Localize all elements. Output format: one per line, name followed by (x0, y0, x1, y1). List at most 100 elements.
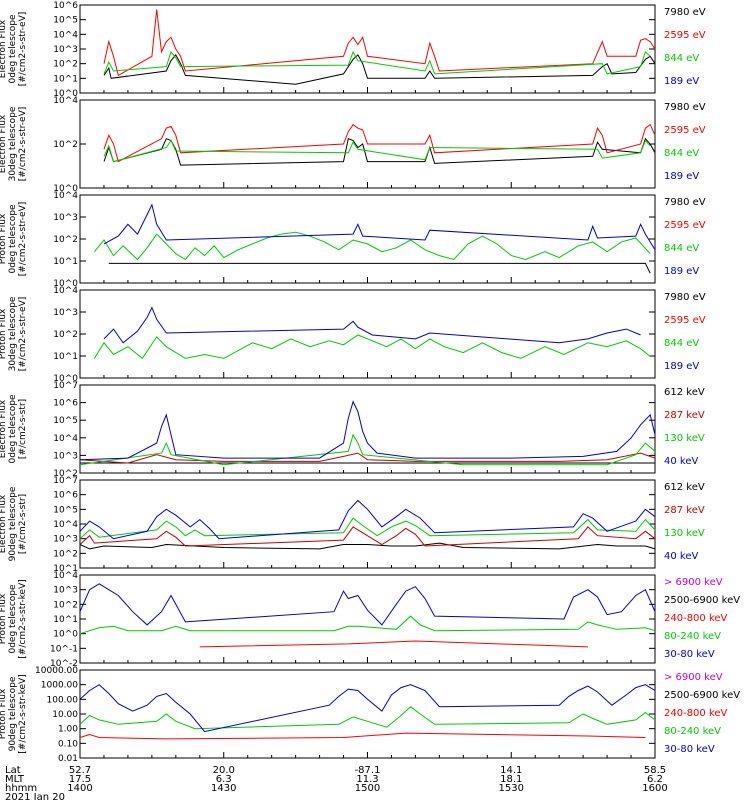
y-tick-label: 10^0 (53, 630, 78, 640)
y-tick-label: 10^-1 (50, 644, 78, 654)
y-axis-label-line: 0deg telescope (8, 394, 18, 464)
legend-entry: 2595 eV (664, 315, 706, 326)
footer-value: 1430 (211, 783, 236, 794)
legend-entry: 287 keV (664, 505, 705, 516)
series-line-40-kev (79, 499, 656, 540)
y-tick-label: 10^2 (53, 140, 78, 150)
y-axis-label-line: Electron Flux (0, 494, 8, 553)
series-line-844-ev (93, 334, 651, 360)
y-tick-label: 10^0 (53, 279, 78, 289)
footer-value: 58.5 (644, 765, 666, 776)
y-tick-label: 0.10 (58, 739, 78, 749)
y-axis-label: TEDProton Flux0deg telescope[#/cm2-s-str… (0, 202, 28, 277)
y-axis-label-line: Electron Flux (0, 114, 8, 173)
panel-5: 10^2 10^3 10^4 10^5 10^6 10^7 MEPEDElectron Fl… (0, 381, 705, 479)
y-axis-label-line: 30deg telescope (8, 106, 18, 181)
legend-entry: 844 eV (664, 243, 699, 254)
y-tick-label: 10^4 (53, 434, 78, 444)
footer-value: 6.2 (647, 774, 663, 785)
series-line-30-80-kev (79, 583, 656, 626)
series-line-40-kev (79, 400, 656, 461)
series-line-189-ev (103, 306, 641, 344)
y-axis-label-line: Proton Flux (0, 688, 8, 739)
legend-entry: 2595 eV (664, 30, 706, 41)
legend-entry: 189 eV (664, 76, 699, 87)
legend-entry: 7980 eV (664, 197, 706, 208)
series-line-7980-ev (103, 137, 656, 166)
footer-value: 1500 (355, 783, 380, 794)
y-tick-label: 10^4 (53, 286, 78, 296)
legend-entry: 40 keV (664, 456, 698, 467)
panel-frame (79, 479, 656, 569)
y-tick-label: 10^-2 (50, 659, 78, 669)
legend-entry: 7980 eV (664, 7, 706, 18)
y-tick-label: 10^0 (53, 374, 78, 384)
footer-value: 52.7 (69, 765, 91, 776)
series-line-844-ev (103, 50, 651, 75)
y-tick-label: 10^2 (53, 600, 78, 610)
y-axis-label-line: [#/cm2-s-str-eV] (18, 107, 28, 182)
y-axis-label-line: [#/cm2-s-str] (18, 494, 28, 554)
footer-value: 6.3 (216, 774, 232, 785)
series-line-844-ev (94, 231, 651, 261)
series-line-130-kev (79, 433, 656, 466)
y-tick-label: 10^1 (53, 74, 78, 84)
y-tick-label: 0.01 (58, 754, 78, 764)
panel-3: 10^0 10^1 10^2 10^3 10^4 TEDProton Flux0deg t… (0, 191, 706, 289)
y-tick-label: 100.00 (47, 695, 79, 705)
y-axis-label-line: 90deg telescope (8, 486, 18, 561)
legend-entry: > 6900 keV (664, 672, 723, 683)
footer-row-label: MLT (5, 774, 25, 785)
legend-entry: 240-800 keV (664, 613, 728, 624)
footer-value: 20.0 (213, 765, 235, 776)
y-axis-label: MEPEDElectron Flux90deg telescope[#/cm2-… (0, 486, 28, 561)
legend-entry: 189 eV (664, 266, 699, 277)
footer-row-label: hhmm (5, 783, 37, 794)
y-tick-label: 10^2 (53, 60, 78, 70)
footer-value: 18.1 (500, 774, 522, 785)
legend-entry: 844 eV (664, 148, 699, 159)
legend-entry: 30-80 keV (664, 649, 715, 660)
series-line-7980-ev (103, 54, 656, 85)
legend-entry: 40 keV (664, 551, 698, 562)
y-axis-label: MEPEDProton Flux0deg telescope[#/cm2-s-s… (0, 579, 28, 658)
legend-entry: 30-80 keV (664, 744, 715, 755)
y-tick-label: 10^5 (53, 416, 78, 426)
y-tick-label: 1000.00 (41, 681, 78, 691)
y-tick-label: 10^4 (53, 96, 78, 106)
y-axis-label: TEDProton Flux30deg telescope[#/cm2-s-st… (0, 296, 28, 371)
series-line-287-kev (79, 526, 656, 547)
y-tick-label: 10^2 (53, 469, 78, 479)
y-tick-label: 10^4 (53, 30, 78, 40)
series-line-240-800-kev (79, 732, 646, 740)
y-tick-label: 10^6 (53, 491, 78, 501)
y-axis-label-line: 0deg telescope (8, 14, 18, 84)
legend-entry: 7980 eV (664, 102, 706, 113)
y-tick-label: 10000.00 (35, 666, 78, 676)
y-axis-label-line: [#/cm2-s-str-keV] (18, 579, 28, 658)
panel-frame (79, 574, 656, 664)
y-axis-label: TEDElectron Flux30deg telescope[#/cm2-s-… (0, 106, 28, 181)
legend-entry: 2500-6900 keV (664, 595, 740, 606)
series-line-189-ev (103, 203, 656, 251)
series-line-612-kev (79, 542, 656, 550)
legend-entry: 189 eV (664, 361, 699, 372)
y-tick-label: 10^3 (53, 535, 78, 545)
footer-date: 2021 Jan 20 (5, 792, 65, 800)
y-tick-label: 10.00 (52, 710, 78, 720)
series-line-2595-ev (103, 123, 656, 163)
y-axis-label-line: [#/cm2-s-str-keV] (18, 674, 28, 753)
y-tick-label: 10^4 (53, 571, 78, 581)
y-tick-label: 10^3 (53, 213, 78, 223)
panel-1: 10^0 10^1 10^2 10^3 10^4 10^5 10^6 TEDElectron … (0, 1, 706, 99)
footer-value: 1600 (642, 783, 667, 794)
legend-entry: 80-240 keV (664, 726, 721, 737)
y-tick-label: 10^4 (53, 191, 78, 201)
legend-entry: 2595 eV (664, 220, 706, 231)
series-line-240-800-kev (199, 640, 588, 648)
y-tick-label: 10^7 (53, 476, 78, 486)
legend-entry: 130 keV (664, 433, 705, 444)
panel-frame (79, 289, 656, 379)
